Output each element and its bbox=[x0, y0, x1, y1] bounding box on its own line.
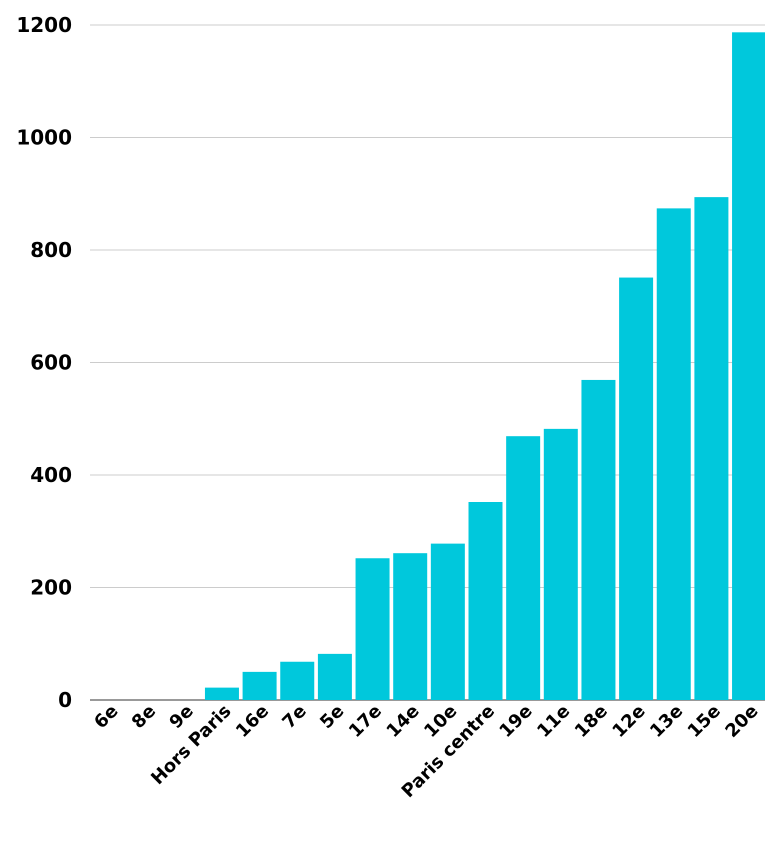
x-tick-label: 5e bbox=[316, 701, 348, 733]
x-tick-label: 15e bbox=[684, 701, 725, 742]
y-tick-label: 600 bbox=[30, 351, 72, 375]
x-tick-label: 11e bbox=[533, 701, 574, 742]
x-tick-label: 19e bbox=[495, 701, 536, 742]
x-tick-label: 7e bbox=[278, 701, 310, 733]
bar bbox=[242, 671, 277, 700]
x-tick-label: 14e bbox=[383, 701, 424, 742]
gridlines bbox=[90, 24, 765, 701]
bar bbox=[506, 436, 541, 700]
x-tick-label: 17e bbox=[345, 701, 386, 742]
bar bbox=[656, 208, 691, 700]
bar bbox=[581, 379, 616, 700]
bar bbox=[393, 553, 428, 700]
x-tick-label: 6e bbox=[90, 701, 122, 733]
bar bbox=[430, 543, 465, 700]
bar bbox=[694, 197, 729, 700]
bar bbox=[317, 653, 352, 700]
bar bbox=[355, 558, 390, 700]
y-axis-ticks: 0 200 400 600 800 1000 1200 bbox=[16, 13, 72, 712]
x-tick-label: 13e bbox=[646, 701, 687, 742]
x-tick-label: 18e bbox=[571, 701, 612, 742]
y-tick-label: 1200 bbox=[16, 13, 72, 37]
bar bbox=[280, 661, 315, 700]
x-tick-label: 12e bbox=[608, 701, 649, 742]
bar bbox=[619, 277, 654, 700]
x-tick-label: 20e bbox=[721, 701, 762, 742]
y-tick-label: 200 bbox=[30, 576, 72, 600]
bar bbox=[543, 428, 578, 700]
bar bbox=[732, 32, 765, 700]
x-tick-label: 16e bbox=[232, 701, 273, 742]
y-tick-label: 800 bbox=[30, 238, 72, 262]
bars bbox=[204, 32, 765, 700]
bar bbox=[204, 687, 239, 700]
y-tick-label: 400 bbox=[30, 463, 72, 487]
x-tick-label: 8e bbox=[128, 701, 160, 733]
bar bbox=[468, 502, 503, 700]
y-tick-label: 1000 bbox=[16, 126, 72, 150]
y-tick-label: 0 bbox=[58, 688, 72, 712]
